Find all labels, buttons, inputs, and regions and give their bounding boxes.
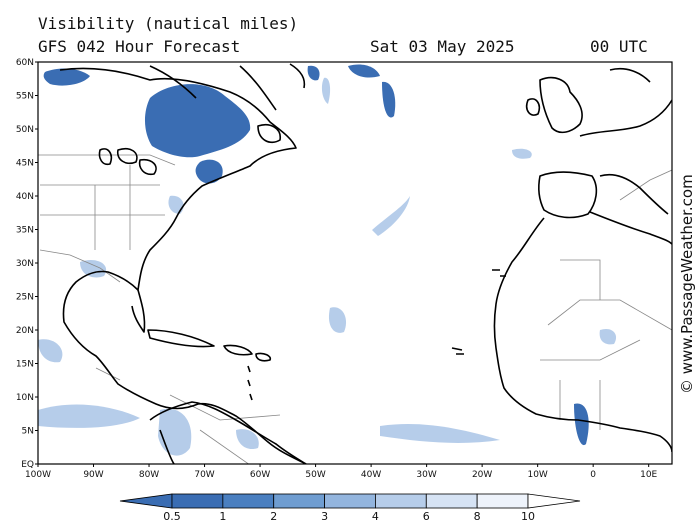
lat-tick-label: 10N <box>16 393 34 403</box>
lon-tick-label: 10E <box>640 470 657 480</box>
colorbar-swatch <box>375 493 427 509</box>
lon-tick-label: 40W <box>361 470 381 480</box>
colorbar-swatch <box>476 493 529 509</box>
lat-tick-label: 30N <box>16 259 34 269</box>
colorbar-label: 8 <box>474 510 481 523</box>
longitude-axis: 100W 90W 80W 70W 60W 50W 40W 30W 20W 10W 0 10E <box>25 464 658 480</box>
colorbar-arrow-left <box>119 493 173 509</box>
colorbar: 0.5 1 2 3 4 6 8 10 <box>119 493 581 523</box>
lon-tick-label: 100W <box>25 470 51 480</box>
low-visibility-areas <box>43 64 589 446</box>
lat-tick-label: 35N <box>16 226 34 236</box>
lat-tick-label: 20N <box>16 326 34 336</box>
colorbar-label: 4 <box>372 510 379 523</box>
colorbar-label: 3 <box>321 510 328 523</box>
forecast-time: 00 UTC <box>590 37 648 56</box>
lon-tick-label: 90W <box>83 470 103 480</box>
lon-tick-label: 70W <box>194 470 214 480</box>
lat-tick-label: 40N <box>16 192 34 202</box>
colorbar-label: 6 <box>423 510 430 523</box>
lon-tick-label: 80W <box>139 470 159 480</box>
colorbar-arrow-right <box>527 493 581 509</box>
borders <box>38 154 672 464</box>
chart-title: Visibility (nautical miles) <box>38 14 299 33</box>
lat-tick-label: 5N <box>22 427 34 437</box>
lon-tick-label: 60W <box>250 470 270 480</box>
colorbar-label: 10 <box>521 510 535 523</box>
colorbar-swatch <box>324 493 376 509</box>
lon-tick-label: 50W <box>305 470 325 480</box>
colorbar-label: 0.5 <box>163 510 181 523</box>
forecast-date: Sat 03 May 2025 <box>370 37 515 56</box>
colorbar-swatch <box>425 493 478 509</box>
lat-tick-label: 25N <box>16 293 34 303</box>
forecast-label: GFS 042 Hour Forecast <box>38 37 241 56</box>
colorbar-swatch <box>273 493 325 509</box>
colorbar-label: 1 <box>219 510 226 523</box>
lat-tick-label: 45N <box>16 159 34 169</box>
map-content <box>38 63 672 464</box>
lon-tick-label: 10W <box>527 470 547 480</box>
lon-tick-label: 30W <box>416 470 436 480</box>
colorbar-swatch <box>171 493 224 509</box>
lat-tick-label: 55N <box>16 92 34 102</box>
lat-tick-label: 60N <box>16 58 34 68</box>
lat-tick-label: 50N <box>16 125 34 135</box>
colorbar-label: 2 <box>270 510 277 523</box>
latitude-axis: 60N 55N 50N 45N 40N 35N 30N 25N 20N 15N 10N 5N EQ <box>16 58 38 470</box>
coastlines <box>59 63 672 464</box>
lat-tick-label: 15N <box>16 360 34 370</box>
light-fog-areas <box>38 77 617 456</box>
lon-tick-label: 0 <box>590 470 596 480</box>
lat-tick-label: EQ <box>21 460 34 470</box>
lon-tick-label: 20W <box>472 470 492 480</box>
colorbar-swatch <box>222 493 275 509</box>
credit-text: © www.PassageWeather.com <box>678 174 696 394</box>
